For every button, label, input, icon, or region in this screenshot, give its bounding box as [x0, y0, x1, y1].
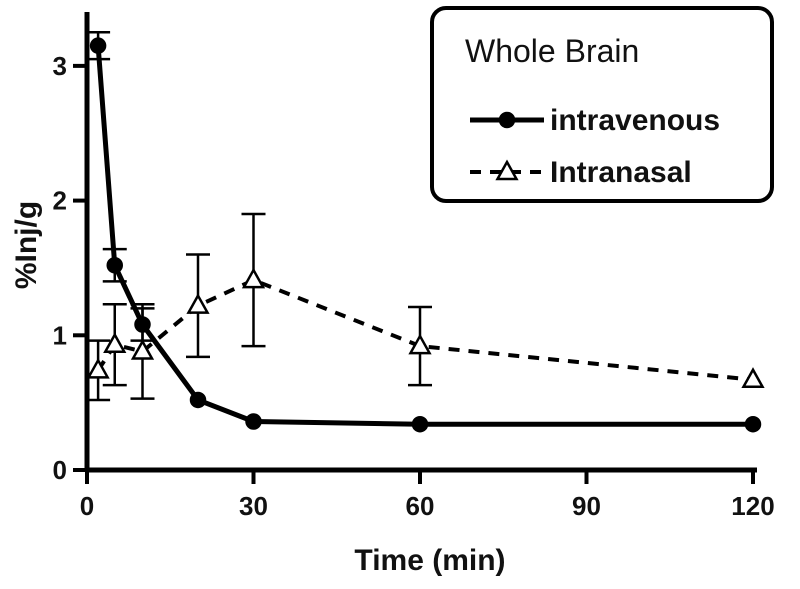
- legend-title: Whole Brain: [465, 33, 639, 69]
- legend-entries: intravenous Intranasal: [470, 104, 720, 189]
- series-intravenous: [86, 30, 762, 433]
- x-tick-label: 90: [572, 491, 601, 521]
- series-intranasal: [86, 212, 765, 402]
- y-axis-label: %Inj/g: [10, 201, 43, 289]
- data-point: [411, 415, 429, 433]
- data-point: [186, 293, 210, 314]
- series-layer: [86, 30, 765, 433]
- legend-label: Intranasal: [550, 156, 692, 189]
- data-point: [103, 332, 127, 353]
- data-point: [241, 267, 266, 289]
- x-tick-label: 30: [239, 491, 268, 521]
- y-tick-label: 0: [53, 455, 67, 485]
- data-point: [189, 391, 207, 409]
- data-point: [89, 37, 107, 54]
- y-tick-label: 3: [53, 51, 67, 81]
- data-point: [106, 256, 123, 274]
- legend-entry-intravenous: intravenous: [470, 104, 720, 137]
- legend-label: intravenous: [550, 104, 720, 137]
- x-axis-label: Time (min): [354, 544, 505, 577]
- series-line: [96, 278, 754, 382]
- data-point: [408, 333, 432, 355]
- legend-marker: [495, 159, 519, 181]
- data-point: [245, 413, 262, 430]
- legend-marker: [498, 111, 516, 129]
- legend: Whole Brain intravenous Intranasal: [430, 6, 774, 203]
- x-tick-label: 60: [406, 491, 435, 521]
- data-point: [86, 357, 110, 379]
- data-point: [130, 338, 155, 360]
- x-tick-label: 120: [731, 491, 774, 521]
- legend-entry-intranasal: Intranasal: [470, 156, 692, 189]
- data-point: [134, 316, 151, 333]
- y-tick-label: 1: [53, 320, 67, 350]
- x-tick-label: 0: [80, 491, 94, 521]
- y-tick-label: 2: [53, 186, 67, 216]
- data-point: [744, 415, 762, 433]
- data-point: [741, 367, 765, 388]
- legend-box: [430, 6, 774, 203]
